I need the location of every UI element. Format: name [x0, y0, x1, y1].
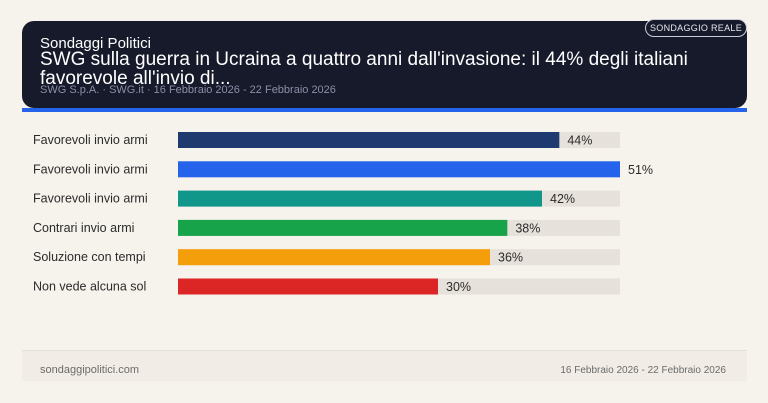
bar	[178, 190, 542, 207]
bar	[178, 278, 438, 295]
value-label: 42%	[550, 192, 575, 206]
bar	[178, 219, 508, 236]
bar	[178, 132, 560, 148]
source-line: SWG S.p.A. · SWG.it · 16 Febbraio 2026 -…	[40, 84, 336, 96]
value-label: 51%	[628, 163, 653, 177]
footer-dates: 16 Febbraio 2026 - 22 Febbraio 2026	[560, 365, 726, 376]
category-label: Soluzione con tempi	[33, 250, 146, 264]
accent-divider	[22, 108, 747, 112]
value-label: 44%	[567, 134, 592, 148]
footer-site-link[interactable]: sondaggipolitici.com	[40, 364, 140, 376]
value-label: 36%	[498, 251, 523, 265]
category-label: Favorevoli invio armi	[33, 133, 148, 147]
brand-label: Sondaggi Politici	[40, 35, 151, 52]
value-label: 38%	[515, 221, 540, 235]
category-label: Contrari invio armi	[33, 221, 134, 235]
footer-divider	[22, 350, 747, 351]
header-card: Sondaggi Politici SWG sulla guerra in Uc…	[22, 21, 747, 108]
value-label: 30%	[446, 280, 471, 294]
bar	[178, 161, 620, 178]
footer-bar	[22, 351, 747, 381]
category-label: Non vede alcuna sol	[33, 280, 146, 294]
status-badge: SONDAGGIO REALE	[645, 19, 747, 37]
category-label: Favorevoli invio armi	[33, 162, 148, 176]
bar	[178, 249, 490, 266]
chart-title: SWG sulla guerra in Ucraina a quattro an…	[40, 49, 688, 89]
category-label: Favorevoli invio armi	[33, 192, 148, 206]
